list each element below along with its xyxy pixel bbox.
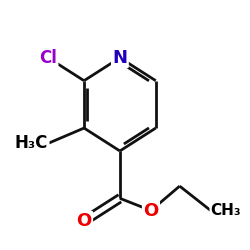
- Text: CH₃: CH₃: [211, 203, 241, 218]
- Text: N: N: [112, 49, 128, 67]
- Text: O: O: [76, 212, 92, 230]
- Text: H₃C: H₃C: [15, 134, 48, 152]
- Text: Cl: Cl: [39, 49, 57, 67]
- Text: O: O: [143, 202, 158, 220]
